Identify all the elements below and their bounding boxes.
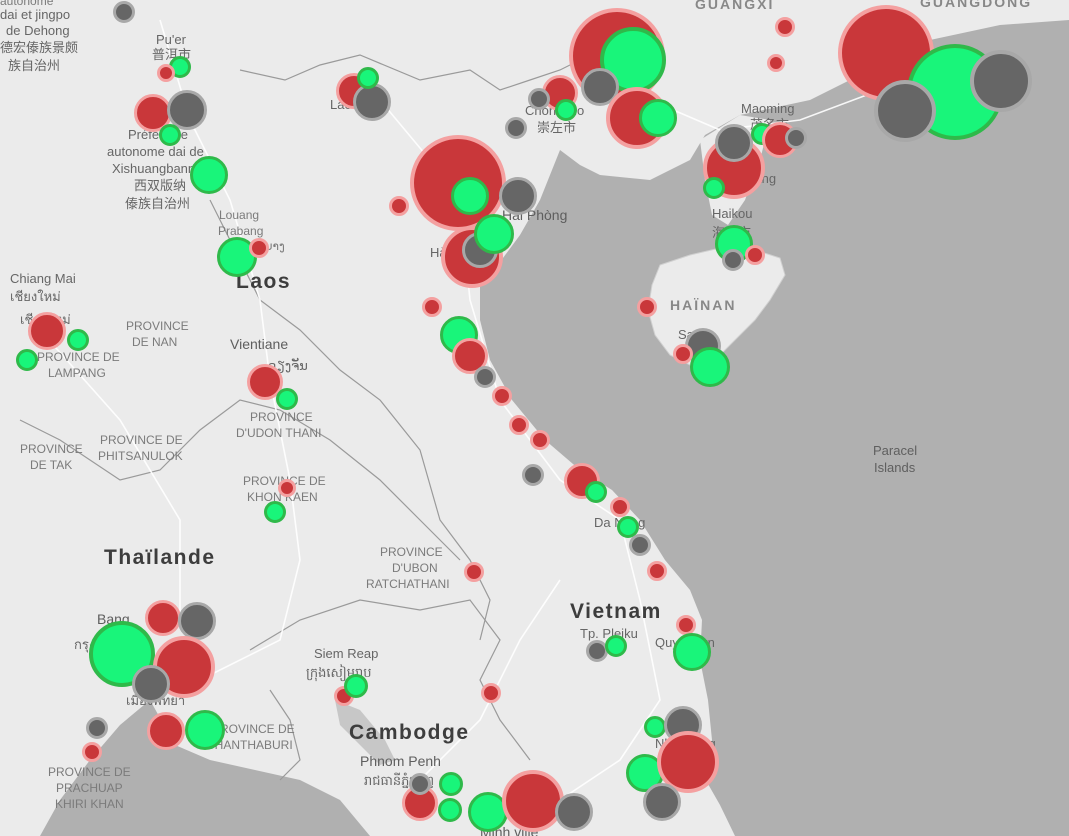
cluster-marker-grey[interactable] (715, 124, 753, 162)
cluster-marker-red[interactable] (637, 297, 657, 317)
cluster-marker-grey[interactable] (86, 717, 108, 739)
cluster-marker-green[interactable] (617, 516, 639, 538)
cluster-marker-red[interactable] (82, 742, 102, 762)
cluster-marker-red[interactable] (673, 344, 693, 364)
cluster-marker-green[interactable] (67, 329, 89, 351)
cluster-marker-grey[interactable] (722, 249, 744, 271)
cluster-marker-green[interactable] (690, 347, 730, 387)
cluster-marker-green[interactable] (673, 633, 711, 671)
cluster-marker-grey[interactable] (474, 366, 496, 388)
cluster-marker-red[interactable] (775, 17, 795, 37)
cluster-marker-red[interactable] (492, 386, 512, 406)
sea-area (480, 20, 1069, 836)
cluster-marker-grey[interactable] (353, 83, 391, 121)
cluster-marker-green[interactable] (357, 67, 379, 89)
cluster-marker-red[interactable] (767, 54, 785, 72)
cluster-marker-red[interactable] (452, 338, 488, 374)
cluster-marker-grey[interactable] (167, 90, 207, 130)
cluster-marker-green[interactable] (474, 214, 514, 254)
tonle-sap (335, 700, 395, 765)
cluster-marker-grey[interactable] (970, 50, 1032, 112)
cluster-marker-grey[interactable] (581, 68, 619, 106)
cluster-marker-grey[interactable] (874, 80, 936, 142)
cluster-marker-grey[interactable] (113, 1, 135, 23)
cluster-marker-grey[interactable] (178, 602, 216, 640)
cluster-marker-red[interactable] (676, 615, 696, 635)
cluster-marker-grey[interactable] (505, 117, 527, 139)
cluster-marker-grey[interactable] (785, 127, 807, 149)
cluster-marker-grey[interactable] (409, 773, 431, 795)
cluster-marker-red[interactable] (530, 430, 550, 450)
cluster-marker-green[interactable] (439, 772, 463, 796)
cluster-marker-red[interactable] (502, 770, 564, 832)
cluster-marker-red[interactable] (422, 297, 442, 317)
cluster-marker-green[interactable] (555, 99, 577, 121)
cluster-marker-red[interactable] (389, 196, 409, 216)
cluster-marker-green[interactable] (276, 388, 298, 410)
cluster-marker-red[interactable] (647, 561, 667, 581)
cluster-marker-grey[interactable] (629, 534, 651, 556)
cluster-marker-red[interactable] (745, 245, 765, 265)
cluster-marker-green[interactable] (605, 635, 627, 657)
cluster-marker-green[interactable] (644, 716, 666, 738)
cluster-marker-red[interactable] (157, 64, 175, 82)
cluster-marker-red[interactable] (657, 731, 719, 793)
cluster-marker-green[interactable] (344, 674, 368, 698)
cluster-marker-green[interactable] (639, 99, 677, 137)
cluster-marker-grey[interactable] (528, 88, 550, 110)
cluster-marker-green[interactable] (159, 124, 181, 146)
cluster-marker-green[interactable] (438, 798, 462, 822)
cluster-marker-red[interactable] (145, 600, 181, 636)
cluster-marker-red[interactable] (464, 562, 484, 582)
cluster-marker-green[interactable] (585, 481, 607, 503)
cluster-marker-red[interactable] (249, 238, 269, 258)
cluster-marker-red[interactable] (147, 712, 185, 750)
gulf-thailand (40, 700, 370, 836)
cluster-marker-red[interactable] (481, 683, 501, 703)
cluster-marker-grey[interactable] (555, 793, 593, 831)
cluster-marker-green[interactable] (190, 156, 228, 194)
cluster-marker-red[interactable] (28, 312, 66, 350)
cluster-marker-green[interactable] (703, 177, 725, 199)
cluster-marker-grey[interactable] (643, 783, 681, 821)
cluster-marker-grey[interactable] (499, 177, 537, 215)
cluster-marker-green[interactable] (16, 349, 38, 371)
cluster-marker-green[interactable] (264, 501, 286, 523)
cluster-marker-green[interactable] (185, 710, 225, 750)
cluster-marker-grey[interactable] (132, 665, 170, 703)
cluster-marker-red[interactable] (509, 415, 529, 435)
cluster-marker-grey[interactable] (522, 464, 544, 486)
cluster-marker-green[interactable] (451, 177, 489, 215)
cluster-marker-red[interactable] (278, 479, 296, 497)
cluster-marker-red[interactable] (610, 497, 630, 517)
